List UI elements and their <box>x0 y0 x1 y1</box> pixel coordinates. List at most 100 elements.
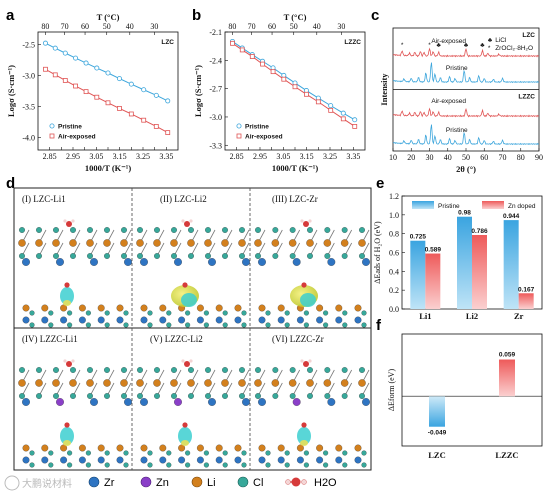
atom <box>85 322 91 328</box>
atom <box>185 450 191 456</box>
atom <box>86 239 94 247</box>
atom <box>284 322 290 328</box>
legend-zr-label: Zr <box>104 477 115 489</box>
trace-label-air: Air-exposed <box>431 38 466 45</box>
x-tick-label: 2.85 <box>43 152 57 161</box>
atom <box>306 239 314 247</box>
panel-label-e: e <box>376 175 384 192</box>
bar-value-label: -0.049 <box>428 430 447 437</box>
atom <box>140 456 148 464</box>
bar-value-label: 0.059 <box>499 352 516 359</box>
water-h <box>181 359 185 363</box>
atom <box>258 304 266 312</box>
atom <box>36 367 42 373</box>
data-point-air-exposed <box>83 89 89 95</box>
bar-pristine <box>410 240 426 309</box>
xrd-trace-lzzc-pristine <box>392 124 539 146</box>
charge-lobe-inner <box>63 440 71 446</box>
atom <box>303 462 309 468</box>
atom <box>185 322 191 328</box>
atom <box>22 456 30 464</box>
atom <box>203 462 209 468</box>
atom <box>271 379 280 387</box>
data-point-pristine <box>340 110 346 116</box>
atom <box>120 379 128 387</box>
atom <box>222 322 228 328</box>
atom <box>204 379 212 387</box>
atom <box>121 227 127 233</box>
atom <box>104 227 110 233</box>
atom <box>154 367 160 373</box>
atom <box>187 379 195 387</box>
atom-metal <box>22 258 30 266</box>
atom-metal <box>208 398 216 406</box>
charge-lobe <box>60 287 74 305</box>
atom-metal <box>124 258 132 266</box>
atom <box>121 393 127 399</box>
atom <box>170 239 178 247</box>
data-point-air-exposed <box>328 107 334 113</box>
legend-label-pristine: Pristine <box>438 203 460 210</box>
atom <box>78 444 86 452</box>
atom <box>18 239 26 247</box>
atom <box>307 393 313 399</box>
y-axis-label: ΔEads of H₂O (eV) <box>373 221 382 284</box>
panel-label-a: a <box>6 7 15 24</box>
y-axis-label: Logσ (S·cm⁻¹) <box>6 65 16 117</box>
data-point-pristine <box>352 117 358 123</box>
data-point-air-exposed <box>52 72 58 78</box>
atom <box>22 444 30 452</box>
atom <box>196 316 204 324</box>
atom <box>171 227 177 233</box>
x-tick-label: Li2 <box>466 311 478 321</box>
atom <box>265 450 271 456</box>
atom <box>67 450 73 456</box>
watermark-text: 大鹏说材料 <box>22 477 72 490</box>
atom <box>341 367 348 373</box>
y-tick-label: 0.0 <box>389 305 399 314</box>
bar-lzzc <box>499 359 515 397</box>
trace-label-pristine: Pristine <box>446 65 468 72</box>
group-tag: LZC <box>522 32 535 39</box>
atom <box>272 253 279 259</box>
atom <box>147 450 153 456</box>
atom-legend: Zr Zn Li Cl H2O <box>88 476 337 489</box>
atom <box>205 393 211 399</box>
x-tick-label: 2.85 <box>230 152 244 161</box>
atom <box>87 367 93 373</box>
atom <box>166 462 172 468</box>
atom <box>222 393 228 399</box>
atom <box>239 393 245 399</box>
y-tick-label: 0.6 <box>389 249 399 258</box>
atom <box>358 239 366 247</box>
atom <box>222 450 228 456</box>
atom <box>203 450 209 456</box>
atom <box>147 462 153 468</box>
y-tick-label: -3.3 <box>209 141 222 150</box>
water-oxygen-lower <box>182 282 188 288</box>
water-h <box>308 219 312 223</box>
atom <box>36 227 42 233</box>
atom <box>147 310 153 316</box>
bar-zn-doped <box>518 293 534 309</box>
atom-metal <box>258 398 266 406</box>
data-point-air-exposed <box>304 91 309 97</box>
atom <box>116 444 124 452</box>
atom <box>69 239 77 247</box>
atom <box>104 462 110 468</box>
atom <box>97 316 105 324</box>
top-tick-label: 60 <box>81 22 89 31</box>
atom-metal <box>90 258 98 266</box>
atom <box>53 253 59 259</box>
x-tick-label: 3.25 <box>136 152 150 161</box>
charge-lobe-inner <box>300 440 308 446</box>
atom <box>303 322 309 328</box>
peak-marker: * <box>428 42 431 49</box>
top-tick-label: 40 <box>313 22 321 31</box>
atom <box>234 456 242 464</box>
y-tick-label: 0.4 <box>389 267 399 276</box>
atom <box>48 462 54 468</box>
top-tick-label: 70 <box>61 22 69 31</box>
atomic-structures <box>18 219 370 468</box>
panel-d-structures: (I) LZC-Li1 (II) LZC-Li2 (III) LZC-Zr (I… <box>13 187 372 471</box>
